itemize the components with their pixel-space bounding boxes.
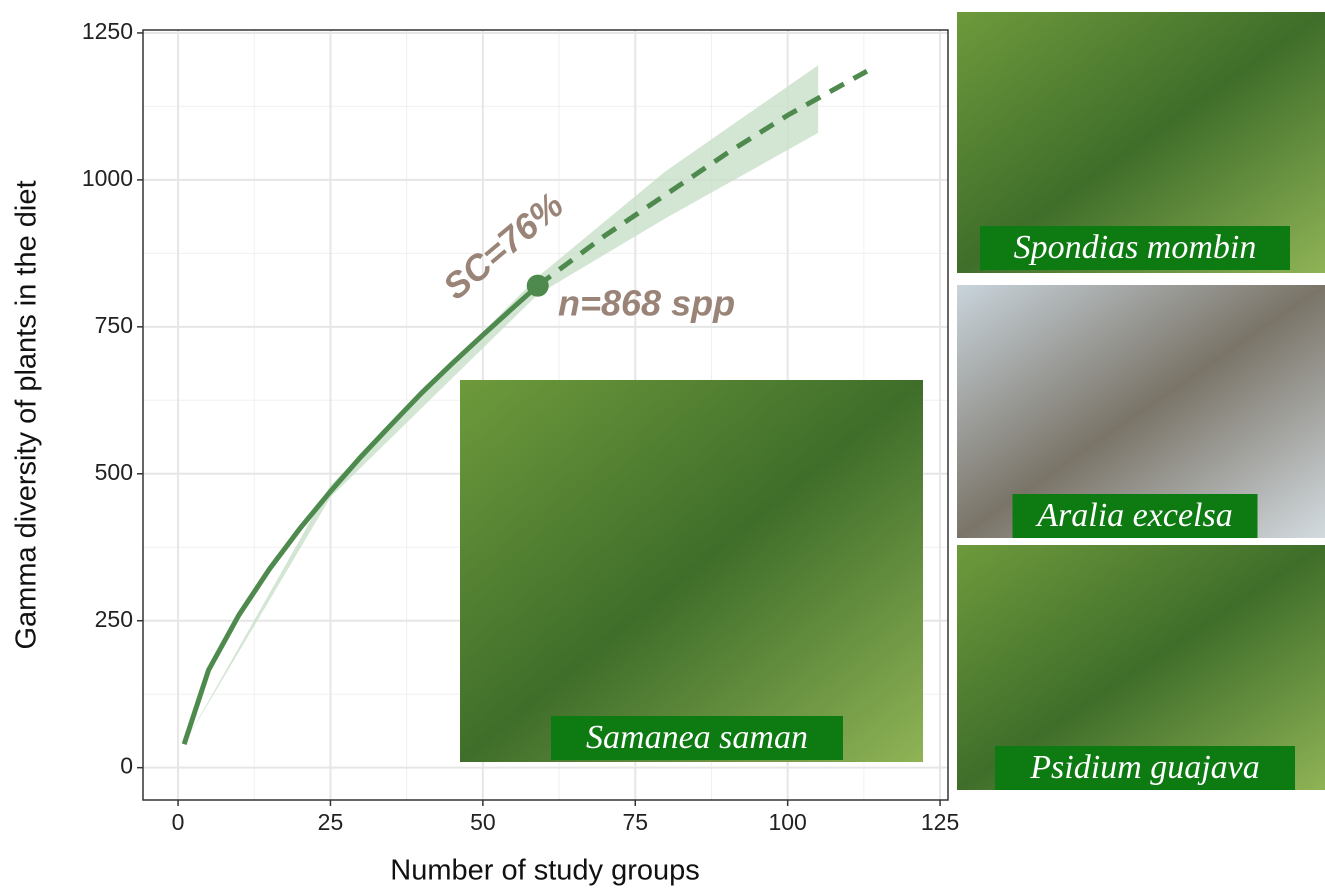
x-axis-title: Number of study groups [390, 855, 699, 887]
x-tick-label: 75 [622, 809, 648, 835]
x-tick-label: 50 [470, 809, 496, 835]
y-tick-label: 0 [120, 753, 133, 779]
photo [460, 380, 923, 762]
y-tick-label: 750 [95, 312, 133, 338]
y-tick-label: 1250 [82, 18, 133, 44]
point [527, 275, 549, 297]
x-tick-label: 125 [921, 809, 959, 835]
photo-label: Aralia excelsa [1035, 497, 1232, 534]
photo-label: Psidium guajava [1029, 749, 1259, 786]
x-tick-label: 25 [318, 809, 344, 835]
y-tick-label: 500 [95, 459, 133, 485]
y-tick-label: 1000 [82, 165, 133, 191]
photo-label: Samanea saman [586, 719, 808, 756]
annotation: n=868 spp [558, 283, 735, 324]
x-tick-label: 0 [172, 809, 185, 835]
photo-label: Spondias mombin [1014, 229, 1257, 266]
x-tick-label: 100 [768, 809, 806, 835]
y-tick-label: 250 [95, 606, 133, 632]
figure: Number of study groups Gamma diversity o… [0, 0, 1325, 890]
y-axis-title: Gamma diversity of plants in the diet [11, 180, 43, 649]
